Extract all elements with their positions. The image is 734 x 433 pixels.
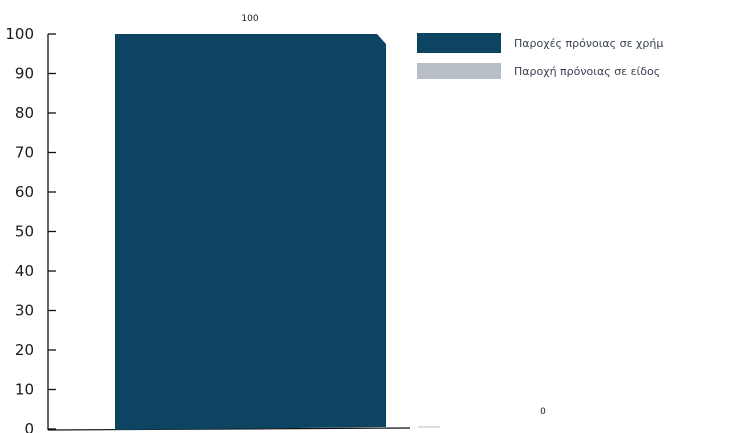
y-tick-label: 20 xyxy=(15,341,34,359)
legend: Παροχές πρόνοιας σε χρήμ Παροχή πρόνοιας … xyxy=(417,33,663,79)
y-tick-label: 50 xyxy=(15,223,34,241)
bar-1 xyxy=(115,34,386,430)
y-tick-label: 30 xyxy=(15,302,34,320)
y-tick-label: 0 xyxy=(24,420,34,433)
bars xyxy=(115,34,386,430)
data-label-bar-1: 100 xyxy=(241,14,258,24)
y-tick-label: 40 xyxy=(15,262,34,280)
y-tick-label: 100 xyxy=(5,25,34,43)
data-labels: 100 0 xyxy=(241,14,546,417)
y-tick-label: 70 xyxy=(15,144,34,162)
legend-label-1: Παροχές πρόνοιας σε χρήμ xyxy=(514,37,663,50)
y-axis: 0 10 20 30 40 50 60 70 80 90 100 xyxy=(5,25,440,433)
y-tick-label: 60 xyxy=(15,183,34,201)
legend-swatch-1 xyxy=(417,33,501,53)
y-tick-label: 90 xyxy=(15,65,34,83)
data-label-bar-2: 0 xyxy=(540,407,546,417)
y-tick-label: 80 xyxy=(15,104,34,122)
legend-label-2: Παροχή πρόνοιας σε είδος xyxy=(514,65,660,78)
legend-swatch-2 xyxy=(417,63,501,79)
x-axis-line xyxy=(47,427,411,431)
y-tick-label: 10 xyxy=(15,381,34,399)
